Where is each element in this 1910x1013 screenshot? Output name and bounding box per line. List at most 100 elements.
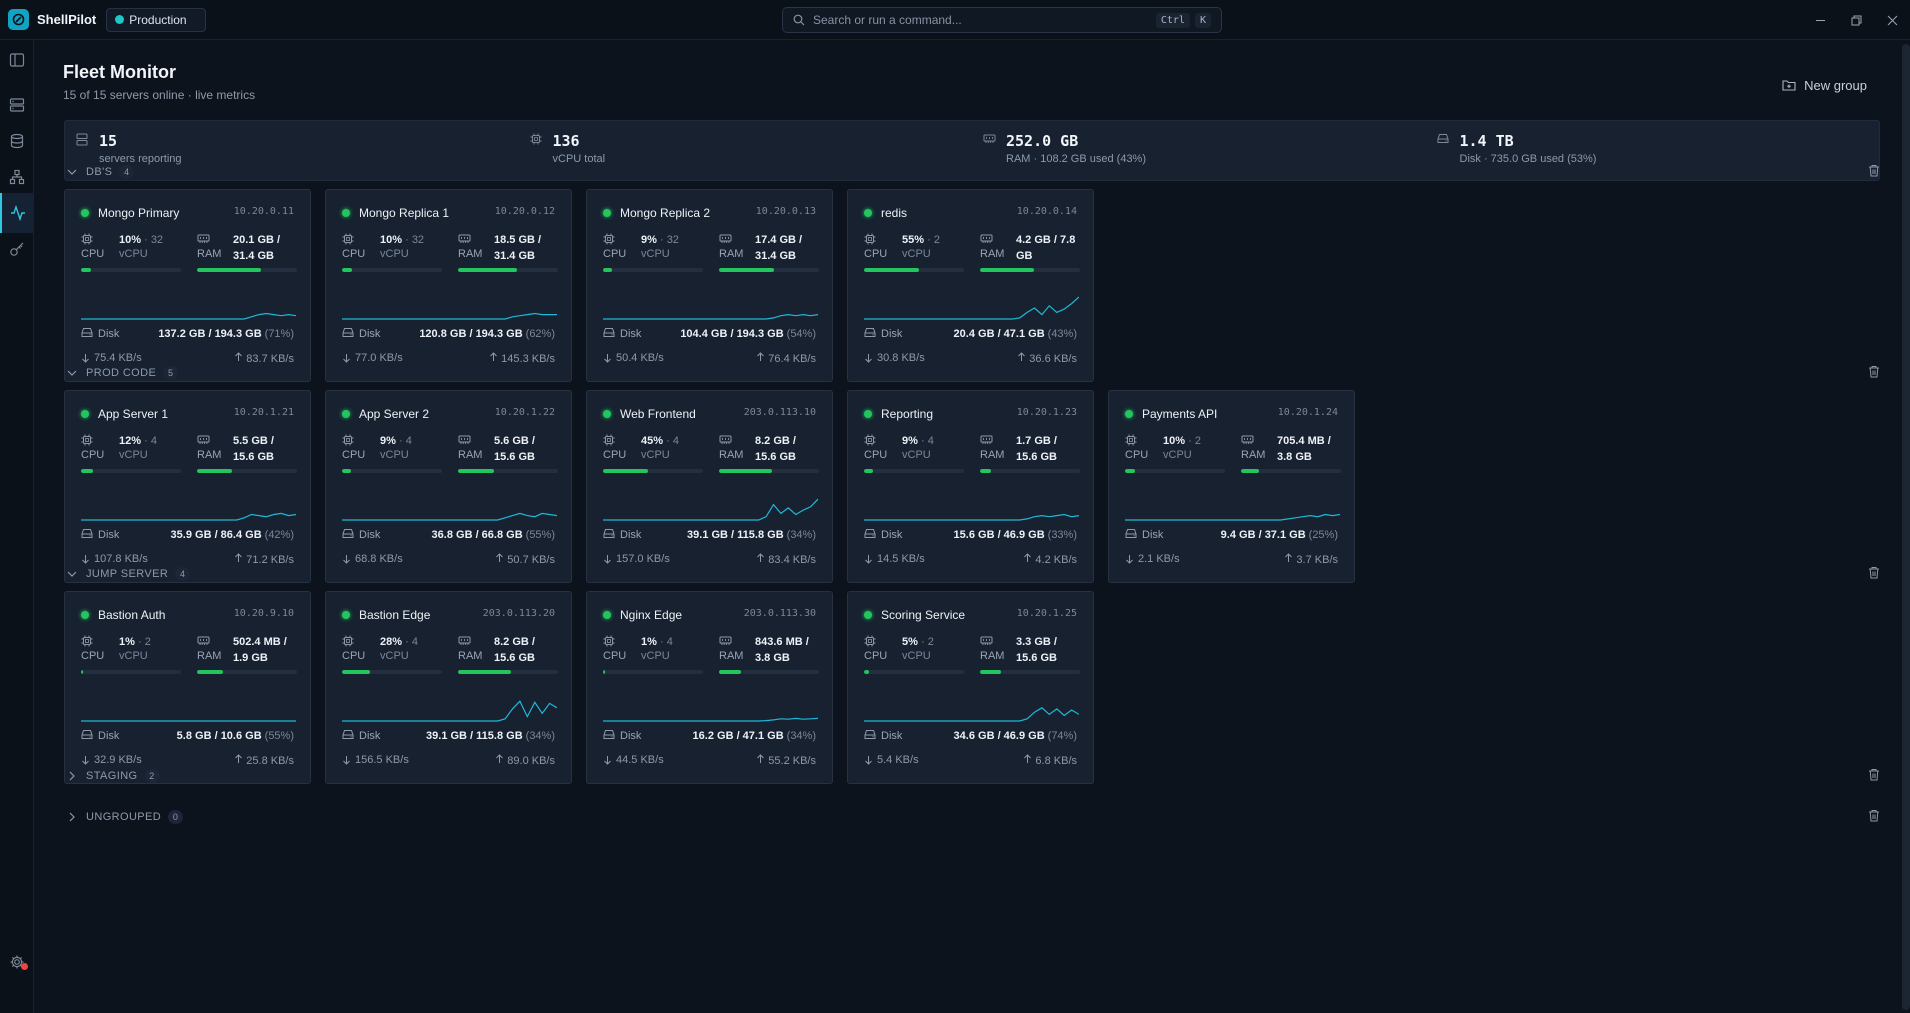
online-status-dot: [603, 611, 611, 619]
cpu-usage: 10% · 32: [380, 232, 424, 248]
group-header[interactable]: UNGROUPED 0: [64, 807, 1880, 827]
trash-icon[interactable]: [1868, 809, 1880, 825]
server-card[interactable]: Scoring Service 10.20.1.25 5% · 2 CPU vCPU 3.…: [847, 591, 1094, 784]
server-card[interactable]: App Server 1 10.20.1.21 12% · 4 CPU vCPU 5.5 …: [64, 390, 311, 583]
group-name: DB'S: [86, 166, 113, 178]
arrow-down-icon: [604, 354, 611, 363]
server-card[interactable]: Reporting 10.20.1.23 9% · 4 CPU vCPU 1.7 GB /…: [847, 390, 1094, 583]
ram-used: 17.4 GB /: [755, 234, 803, 246]
network-row: 14.5 KB/s 4.2 KB/s: [864, 551, 1077, 567]
trash-icon[interactable]: [1868, 365, 1880, 381]
ram-used: 1.7 GB /: [1016, 435, 1057, 447]
database-nav-button[interactable]: [0, 121, 34, 161]
sparkline-path: [342, 512, 557, 521]
disk-label: Disk: [881, 730, 903, 742]
upload-group: 50.7 KB/s: [495, 552, 555, 566]
server-card[interactable]: Mongo Replica 2 10.20.0.13 9% · 32 CPU vCPU 1…: [586, 189, 833, 382]
chevron-right-icon[interactable]: [64, 770, 80, 782]
cpu-bar: [81, 268, 181, 272]
upload-group: 4.2 KB/s: [1023, 552, 1077, 566]
network-sparkline: [603, 498, 818, 521]
vcpu-label: vCPU: [641, 449, 670, 461]
settings-button[interactable]: [0, 942, 34, 982]
vcpu-count: 2: [144, 636, 151, 648]
group-header[interactable]: JUMP SERVER 4: [64, 564, 1880, 584]
server-ip: 10.20.1.22: [494, 407, 555, 418]
disk-icon: [1437, 133, 1449, 147]
server-card[interactable]: Bastion Edge 203.0.113.20 28% · 4 CPU vCPU 8.…: [325, 591, 572, 784]
cpu-icon: [81, 635, 93, 650]
server-card[interactable]: redis 10.20.0.14 55% · 2 CPU vCPU 4.2 GB / 7.…: [847, 189, 1094, 382]
servers-nav-button[interactable]: [0, 85, 34, 125]
server-card[interactable]: Web Frontend 203.0.113.10 45% · 4 CPU vCPU 8.…: [586, 390, 833, 583]
ram-usage: 502.4 MB / 1.9 GB: [233, 634, 287, 666]
group-header[interactable]: PROD CODE 5: [64, 363, 1880, 383]
upload-rate: 50.7 KB/s: [507, 553, 555, 566]
keys-nav-button[interactable]: [0, 229, 34, 269]
network-row: 5.4 KB/s 6.8 KB/s: [864, 752, 1077, 768]
download-rate: 75.4 KB/s: [94, 352, 142, 364]
chevron-down-icon[interactable]: [64, 367, 80, 379]
disk-percent: (33%): [1047, 529, 1077, 541]
vcpu-separator: ·: [141, 435, 151, 447]
minimize-button[interactable]: [1802, 0, 1838, 40]
cpu-percent: 28%: [380, 636, 403, 648]
cpu-usage: 1% · 2: [119, 634, 151, 650]
toggle-sidebar-button[interactable]: [0, 40, 34, 80]
chevron-down-icon[interactable]: [64, 166, 80, 178]
network-row: 77.0 KB/s 145.3 KB/s: [342, 350, 555, 366]
group-header[interactable]: DB'S 4: [64, 162, 1880, 182]
server-ip: 203.0.113.30: [743, 608, 816, 619]
network-sparkline: [342, 700, 557, 722]
group-header[interactable]: STAGING 2: [64, 766, 1880, 786]
cpu-label: CPU: [342, 449, 366, 461]
sparkline-path: [1125, 513, 1340, 521]
cpu-bar: [81, 469, 181, 473]
vcpu-separator: ·: [656, 234, 667, 246]
ram-used: 8.2 GB /: [755, 435, 796, 447]
cpu-bar-fill: [864, 268, 919, 272]
app-logo: [8, 9, 29, 30]
server-card[interactable]: Nginx Edge 203.0.113.30 1% · 4 CPU vCPU 843.6…: [586, 591, 833, 784]
cpu-icon: [603, 233, 615, 248]
vcpu-separator: ·: [917, 636, 928, 648]
vcpu-count: 4: [927, 435, 934, 447]
cpu-usage: 9% · 4: [380, 433, 412, 449]
command-search[interactable]: Search or run a command... Ctrl K: [782, 7, 1222, 33]
network-sparkline: [864, 513, 1079, 521]
server-card[interactable]: App Server 2 10.20.1.22 9% · 4 CPU vCPU 5.6 G…: [325, 390, 572, 583]
cpu-label: CPU: [81, 248, 105, 260]
trash-icon[interactable]: [1868, 164, 1880, 180]
restore-button[interactable]: [1838, 0, 1874, 40]
ram-icon: [1241, 434, 1254, 448]
scrollbar[interactable]: [1902, 44, 1910, 1010]
upload-rate: 6.8 KB/s: [1035, 754, 1077, 767]
server-card[interactable]: Mongo Primary 10.20.0.11 10% · 32 CPU vCPU 20…: [64, 189, 311, 382]
close-button[interactable]: [1874, 0, 1910, 40]
chevron-down-icon[interactable]: [64, 568, 80, 580]
trash-icon[interactable]: [1868, 566, 1880, 582]
disk-label: Disk: [881, 529, 903, 541]
network-row: 30.8 KB/s 36.6 KB/s: [864, 350, 1077, 366]
vcpu-count: 4: [150, 435, 157, 447]
environment-selector[interactable]: Production: [106, 7, 206, 32]
trash-icon[interactable]: [1868, 768, 1880, 784]
server-card[interactable]: Bastion Auth 10.20.9.10 1% · 2 CPU vCPU 502.4…: [64, 591, 311, 784]
topology-nav-button[interactable]: [0, 157, 34, 197]
new-group-button[interactable]: New group: [1782, 72, 1867, 98]
arrow-down-icon: [82, 756, 89, 765]
ram-used: 502.4 MB /: [233, 636, 287, 648]
ram-icon: [458, 233, 471, 247]
chevron-right-icon[interactable]: [64, 811, 80, 823]
upload-rate: 4.2 KB/s: [1035, 553, 1077, 566]
ram-total: 3.8 GB: [755, 652, 790, 664]
monitor-nav-button[interactable]: [0, 193, 34, 233]
server-card[interactable]: Payments API 10.20.1.24 10% · 2 CPU vCPU 705.…: [1108, 390, 1355, 583]
stat-label: vCPU total: [552, 153, 606, 165]
server-card[interactable]: Mongo Replica 1 10.20.0.12 10% · 32 CPU vCPU…: [325, 189, 572, 382]
disk-usage: 137.2 GB / 194.3 GB: [158, 328, 262, 340]
title-bar: ShellPilot Production Search or run a co…: [0, 0, 1910, 40]
cpu-usage: 45% · 4: [641, 433, 679, 449]
ram-bar-fill: [719, 469, 772, 473]
arrow-up-icon: [1018, 351, 1026, 361]
